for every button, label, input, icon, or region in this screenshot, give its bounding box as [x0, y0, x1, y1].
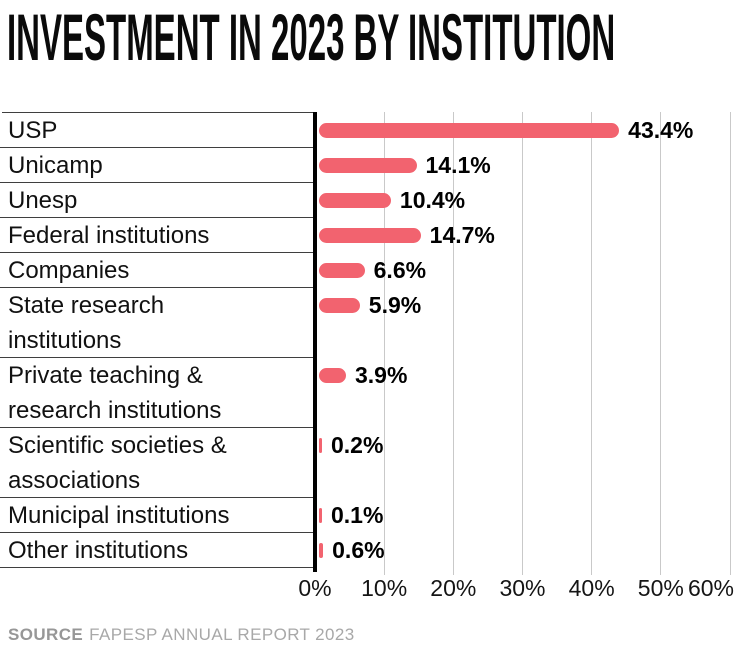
- source-line: SOURCE FAPESP ANNUAL REPORT 2023: [8, 625, 355, 645]
- gridline-20: [452, 112, 454, 575]
- row-label: State research institutions: [0, 288, 315, 358]
- bar: [319, 298, 360, 313]
- chart-rows: USP 43.4% Unicamp 14.1% Unesp 10.4% Fede…: [0, 113, 736, 568]
- x-tick-label-0%: 0%: [298, 575, 332, 601]
- row-bar-line: 14.1%: [315, 148, 491, 183]
- source-label: SOURCE: [8, 625, 84, 644]
- row-bar-line: 0.2%: [315, 428, 383, 463]
- bar: [319, 368, 346, 383]
- bar-value-label: 6.6%: [373, 257, 427, 283]
- row-label: Other institutions: [0, 533, 315, 568]
- x-tick-label-10%: 10%: [361, 575, 408, 601]
- row-label: Private teaching & research institutions: [0, 358, 315, 428]
- bar-value-label: 0.1%: [331, 502, 384, 528]
- row-bar-line: 0.6%: [315, 533, 385, 568]
- bar: [319, 543, 324, 558]
- row-label: Companies: [0, 253, 315, 288]
- gridline-50: [660, 112, 662, 575]
- x-tick-label-30%: 30%: [499, 575, 546, 601]
- bar-value-label: 10.4%: [399, 187, 466, 213]
- x-tick-label-40%: 40%: [568, 575, 615, 601]
- x-axis-labels: 0% 10% 20% 30% 40% 50% 60%: [0, 575, 736, 601]
- chart-row: USP 43.4%: [0, 113, 736, 148]
- chart-row: Federal institutions 14.7%: [0, 218, 736, 253]
- bar: [319, 228, 421, 243]
- row-label: Municipal institutions: [0, 498, 315, 533]
- chart-row: State research institutions 5.9%: [0, 288, 736, 358]
- row-bar-line: 6.6%: [315, 253, 426, 288]
- row-bar-line: 5.9%: [315, 288, 421, 323]
- row-label: Scientific societies & associations: [0, 428, 315, 498]
- source-text: FAPESP ANNUAL REPORT 2023: [89, 625, 355, 644]
- chart-row: Municipal institutions 0.1%: [0, 498, 736, 533]
- bar-value-label: 0.6%: [332, 537, 385, 563]
- gridline-10: [383, 112, 385, 575]
- chart-row: Unesp 10.4%: [0, 183, 736, 218]
- x-tick-label-60%: 60%: [687, 575, 734, 601]
- row-label: Unesp: [0, 183, 315, 218]
- bar-value-label: 14.1%: [425, 152, 491, 178]
- bar-value-label: 43.4%: [628, 117, 694, 143]
- x-tick-label-20%: 20%: [430, 575, 477, 601]
- gridline-60: [729, 112, 731, 575]
- x-tick-label-50%: 50%: [637, 575, 684, 601]
- row-bar-line: 0.1%: [315, 498, 383, 533]
- bar-value-label: 14.7%: [429, 222, 495, 248]
- chart-row: Other institutions 0.6%: [0, 533, 736, 568]
- bar: [319, 263, 365, 278]
- bar-value-label: 5.9%: [368, 292, 422, 318]
- bar: [319, 158, 417, 173]
- bar-value-label: 0.2%: [331, 432, 384, 458]
- bar-value-label: 3.9%: [354, 362, 408, 388]
- bar: [319, 123, 620, 138]
- y-axis-line: [313, 112, 317, 572]
- row-label: USP: [0, 113, 315, 148]
- row-label: Federal institutions: [0, 218, 315, 253]
- row-bar-line: 3.9%: [315, 358, 407, 393]
- bar: [319, 438, 322, 453]
- chart-row: Scientific societies & associations 0.2%: [0, 428, 736, 498]
- row-bar-line: 43.4%: [315, 113, 693, 148]
- chart-row: Unicamp 14.1%: [0, 148, 736, 183]
- gridline-40: [591, 112, 593, 575]
- chart-row: Private teaching & research institutions…: [0, 358, 736, 428]
- bar-chart: USP 43.4% Unicamp 14.1% Unesp 10.4% Fede…: [0, 112, 736, 576]
- chart-row: Companies 6.6%: [0, 253, 736, 288]
- label-panel-top-border: [2, 112, 315, 113]
- row-bar-line: 10.4%: [315, 183, 465, 218]
- bar: [319, 508, 322, 523]
- bar: [319, 193, 391, 208]
- chart-title: INVESTMENT IN 2023 BY INSTITUTION: [7, 0, 616, 74]
- gridline-30: [522, 112, 523, 575]
- row-label: Unicamp: [0, 148, 315, 183]
- row-bar-line: 14.7%: [315, 218, 495, 253]
